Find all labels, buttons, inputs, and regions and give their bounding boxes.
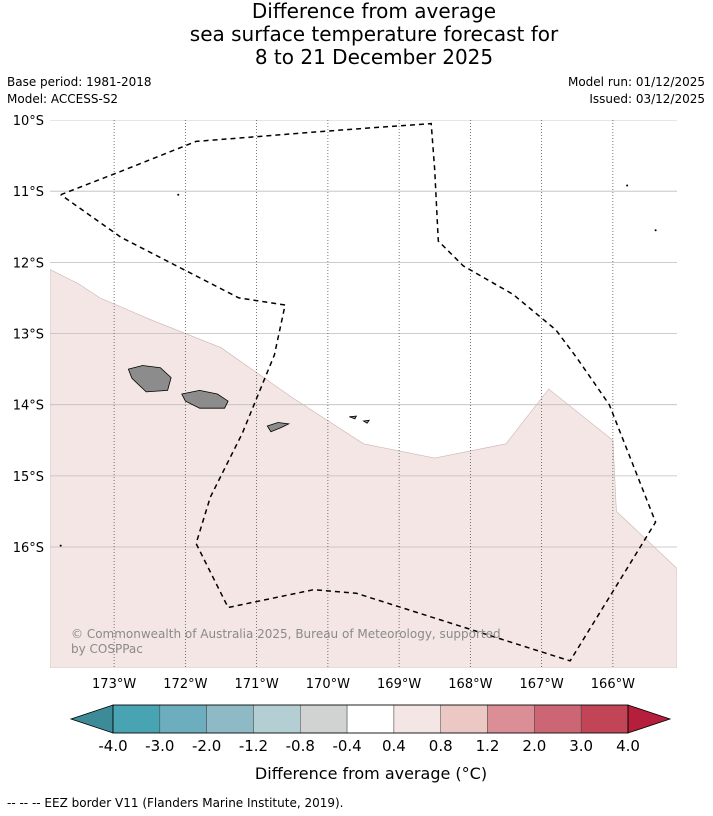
lat-tick-label: 16°S [13, 541, 44, 556]
atoll-dot [59, 544, 62, 547]
colorbar-tick-label: 0.8 [429, 737, 453, 755]
eez-legend-footnote: -- -- -- EEZ border V11 (Flanders Marine… [7, 796, 344, 810]
colorbar-title: Difference from average (°C) [254, 764, 488, 783]
atoll-dot [177, 193, 180, 196]
colorbar-tick-label: 0.4 [382, 737, 406, 755]
map-title: Difference from average sea surface temp… [0, 0, 713, 69]
attribution-text: © Commonwealth of Australia 2025, Bureau… [71, 627, 501, 657]
colorbar-bin [346, 704, 395, 734]
colorbar-tick-label: -1.2 [239, 737, 268, 755]
lon-tick-label: 168°W [448, 677, 492, 692]
colorbar-bin [440, 704, 488, 734]
lat-tick-label: 13°S [13, 328, 44, 343]
lon-tick-label: 170°W [306, 677, 350, 692]
lon-tick-label: 166°W [591, 677, 635, 692]
island-ofu [349, 415, 358, 420]
island-savaii [127, 365, 172, 393]
colorbar-bin [300, 704, 348, 734]
colorbar-extend-low [69, 704, 114, 734]
lon-tick-label: 171°W [235, 677, 279, 692]
title-line-1: Difference from average [251, 0, 497, 23]
colorbar-tick-label: 4.0 [616, 737, 640, 755]
colorbar-tick-label: -0.4 [332, 737, 361, 755]
lon-tick-label: 169°W [377, 677, 421, 692]
colorbar-tick-label: 2.0 [522, 737, 546, 755]
colorbar-bin [112, 704, 161, 734]
colorbar-frame [112, 704, 629, 734]
title-line-3: 8 to 21 December 2025 [254, 45, 494, 69]
model-info: Base period: 1981-2018 Model: ACCESS-S2 [7, 74, 152, 108]
lon-tick-label: 167°W [520, 677, 564, 692]
title-line-2: sea surface temperature forecast for [189, 22, 559, 46]
colorbar-tick-label: -4.0 [98, 737, 127, 755]
attribution-line-2: by COSPPac [71, 642, 143, 656]
colorbar-bin [159, 704, 207, 734]
lat-tick-label: 15°S [13, 470, 44, 485]
colorbar-tick-label: -2.0 [192, 737, 221, 755]
colorbar-bin [253, 704, 301, 734]
colorbar-tick-label: 3.0 [569, 737, 593, 755]
run-info: Model run: 01/12/2025 Issued: 03/12/2025 [568, 74, 705, 108]
island-tau [362, 419, 371, 424]
issued-date: Issued: 03/12/2025 [589, 92, 705, 106]
lat-tick-label: 10°S [13, 114, 44, 129]
island-upolu [181, 389, 229, 409]
lat-tick-label: 12°S [13, 256, 44, 271]
lon-tick-label: 173°W [92, 677, 136, 692]
colorbar-bin [487, 704, 535, 734]
island-tutuila [266, 422, 291, 433]
atoll-dot [626, 184, 629, 187]
colorbar-tick-label: -3.0 [145, 737, 174, 755]
colorbar-bin [206, 704, 254, 734]
colorbar-bin [393, 704, 441, 734]
colorbar-tick-label: -0.8 [286, 737, 315, 755]
colorbar-bin [534, 704, 582, 734]
atoll-dot [654, 229, 657, 232]
model-run-date: Model run: 01/12/2025 [567, 75, 705, 89]
lon-tick-label: 172°W [163, 677, 207, 692]
colorbar-tick-label: 1.2 [476, 737, 500, 755]
model-name: Model: ACCESS-S2 [7, 92, 119, 106]
colorbar-extend-high [627, 704, 672, 734]
lat-tick-label: 11°S [13, 185, 44, 200]
eez-border-line [60, 122, 657, 662]
lat-tick-label: 14°S [13, 399, 44, 414]
colorbar-bin [580, 704, 629, 734]
base-period: Base period: 1981-2018 [7, 75, 152, 89]
attribution-line-1: © Commonwealth of Australia 2025, Bureau… [71, 627, 501, 641]
map-plot-area [50, 120, 677, 668]
